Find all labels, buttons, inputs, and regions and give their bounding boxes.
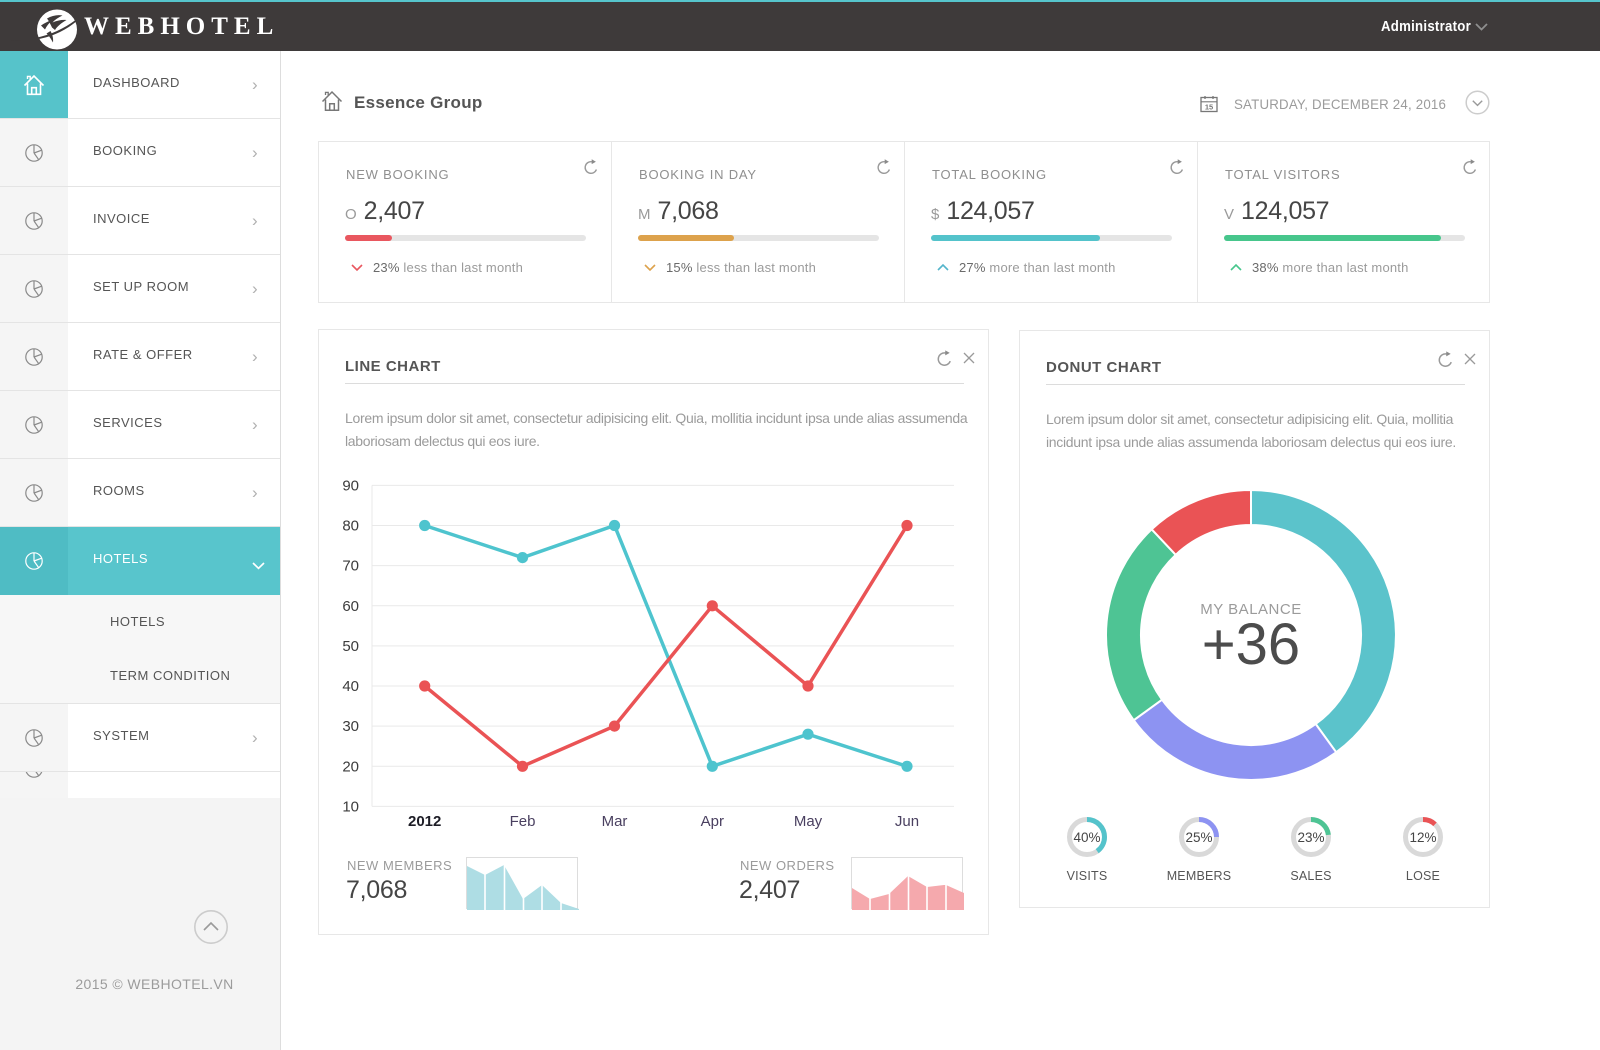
svg-text:23%: 23% <box>1297 830 1324 845</box>
svg-text:Jun: Jun <box>895 813 919 830</box>
svg-text:25%: 25% <box>1185 830 1212 845</box>
svg-text:20: 20 <box>342 758 359 775</box>
svg-text:2012: 2012 <box>408 813 441 830</box>
svg-text:60: 60 <box>342 598 359 615</box>
svg-text:12%: 12% <box>1409 830 1436 845</box>
svg-text:40%: 40% <box>1073 830 1100 845</box>
svg-text:70: 70 <box>342 558 359 575</box>
svg-text:50: 50 <box>342 638 359 655</box>
svg-text:+36: +36 <box>1202 612 1300 677</box>
svg-text:90: 90 <box>342 477 359 494</box>
svg-text:MY BALANCE: MY BALANCE <box>1200 601 1301 618</box>
svg-text:Mar: Mar <box>602 813 628 830</box>
svg-text:May: May <box>794 813 823 830</box>
svg-text:Apr: Apr <box>701 813 724 830</box>
svg-text:Feb: Feb <box>510 813 536 830</box>
svg-text:15: 15 <box>1205 103 1213 112</box>
svg-text:30: 30 <box>342 718 359 735</box>
svg-text:10: 10 <box>342 798 359 815</box>
svg-text:80: 80 <box>342 518 359 535</box>
svg-text:40: 40 <box>342 678 359 695</box>
